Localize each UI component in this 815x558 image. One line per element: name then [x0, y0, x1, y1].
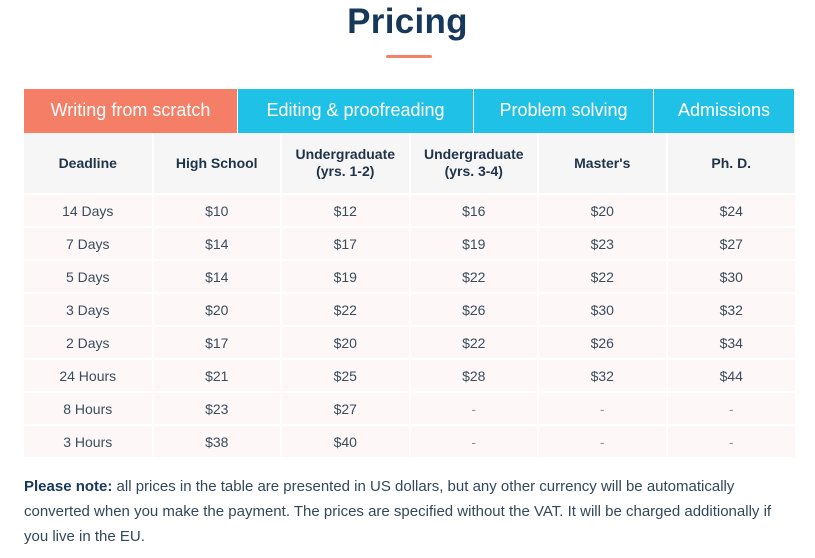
price-cell: $34: [666, 326, 795, 360]
table-row: 7 Days $14 $17 $19 $23 $27: [24, 227, 795, 261]
header-deadline: Deadline: [24, 133, 154, 195]
table-row: 2 Days $17 $20 $22 $26 $34: [24, 326, 795, 360]
price-cell: -: [666, 425, 795, 459]
table-row: 14 Days $10 $12 $16 $20 $24: [24, 194, 795, 228]
price-cell: $26: [538, 326, 668, 360]
price-cell: -: [409, 425, 539, 459]
price-cell: $21: [152, 359, 282, 393]
deadline-cell: 8 Hours: [24, 392, 154, 426]
title-underline: [386, 55, 432, 58]
deadline-cell: 3 Days: [24, 293, 154, 327]
price-cell: $30: [538, 293, 668, 327]
pricing-table: Deadline High School Undergraduate (yrs.…: [24, 133, 795, 459]
table-row: 3 Hours $38 $40- - -: [24, 425, 795, 459]
table-row: 3 Days $20 $22 $26 $30 $32: [24, 293, 795, 327]
price-cell: $22: [281, 293, 411, 327]
price-cell: $22: [409, 260, 539, 294]
price-cell: $20: [538, 194, 668, 228]
price-cell: $23: [152, 392, 282, 426]
price-cell: $19: [281, 260, 411, 294]
page-title: Pricing: [347, 2, 468, 41]
header-phd: Ph. D.: [666, 133, 795, 195]
tab-writing-from-scratch[interactable]: Writing from scratch: [24, 89, 237, 133]
price-cell: $24: [666, 194, 795, 228]
price-cell: $22: [538, 260, 668, 294]
deadline-cell: 2 Days: [24, 326, 154, 360]
table-row: 24 Hours $21 $25 $28 $32 $44: [24, 359, 795, 393]
table-row: 5 Days $14 $19 $22 $22 $30: [24, 260, 795, 294]
price-cell: $38: [152, 425, 282, 459]
note-text: all prices in the table are presented in…: [24, 478, 772, 545]
deadline-cell: 24 Hours: [24, 359, 154, 393]
price-cell: $30: [666, 260, 795, 294]
note-label: Please note:: [24, 478, 113, 495]
price-cell: $27: [666, 227, 795, 261]
price-cell: $12: [281, 194, 411, 228]
price-cell: $25: [281, 359, 411, 393]
price-cell: $22: [409, 326, 539, 360]
header-masters: Master's: [538, 133, 668, 195]
price-cell: $20: [152, 293, 282, 327]
tab-problem-solving[interactable]: Problem solving: [473, 89, 653, 133]
price-cell: $32: [538, 359, 668, 393]
deadline-cell: 5 Days: [24, 260, 154, 294]
deadline-cell: 7 Days: [24, 227, 154, 261]
deadline-cell: 14 Days: [24, 194, 154, 228]
table-header-row: Deadline High School Undergraduate (yrs.…: [24, 133, 795, 195]
deadline-cell: 3 Hours: [24, 425, 154, 459]
tab-admissions[interactable]: Admissions: [653, 89, 794, 133]
price-cell: $20: [281, 326, 411, 360]
pricing-note: Please note: all prices in the table are…: [24, 474, 794, 549]
category-tabs: Writing from scratch Editing & proofread…: [24, 89, 794, 133]
header-high-school: High School: [152, 133, 282, 195]
header-undergraduate-3-4: Undergraduate (yrs. 3-4): [409, 133, 539, 195]
price-cell: $17: [152, 326, 282, 360]
price-cell: $27: [281, 392, 411, 426]
price-cell: -: [538, 425, 668, 459]
price-cell: $19: [409, 227, 539, 261]
price-cell: -: [409, 392, 539, 426]
price-cell: $23: [538, 227, 668, 261]
price-cell: $14: [152, 260, 282, 294]
price-cell: -: [666, 392, 795, 426]
price-cell: $32: [666, 293, 795, 327]
price-cell: $10: [152, 194, 282, 228]
table-row: 8 Hours $23 $27- - -: [24, 392, 795, 426]
header-undergraduate-1-2: Undergraduate (yrs. 1-2): [281, 133, 411, 195]
price-cell: $16: [409, 194, 539, 228]
price-cell: $26: [409, 293, 539, 327]
price-cell: $44: [666, 359, 795, 393]
price-cell: $17: [281, 227, 411, 261]
price-cell: $28: [409, 359, 539, 393]
price-cell: $14: [152, 227, 282, 261]
price-cell: -: [538, 392, 668, 426]
price-cell: $40: [281, 425, 411, 459]
tab-editing-proofreading[interactable]: Editing & proofreading: [237, 89, 473, 133]
